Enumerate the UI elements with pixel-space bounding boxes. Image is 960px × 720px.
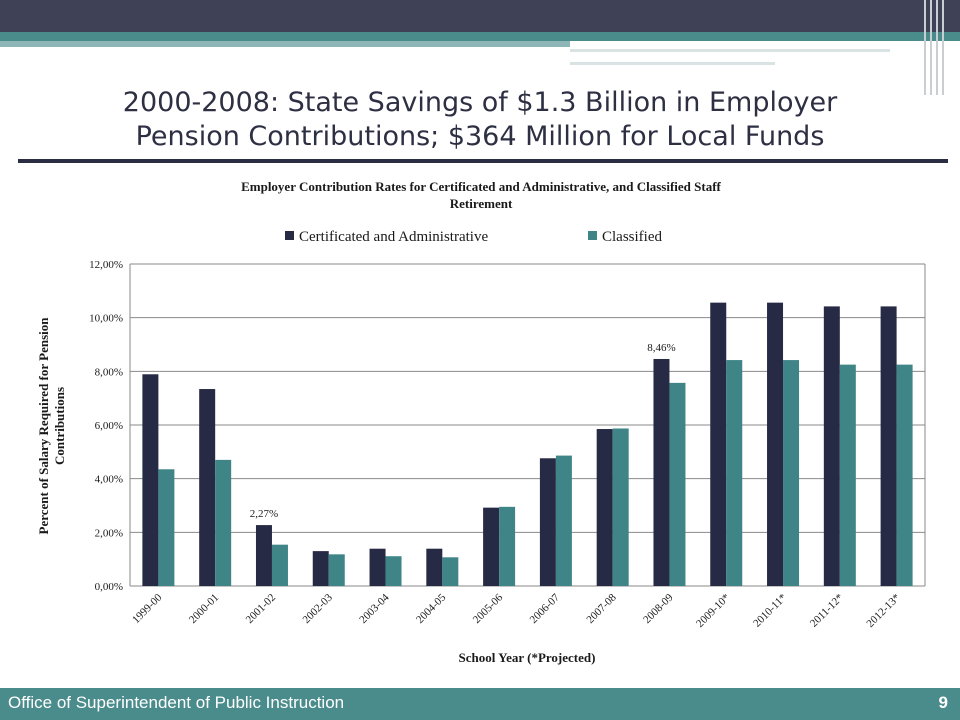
x-tick-label: 2000-01 (187, 592, 221, 626)
data-label: 2,27% (250, 508, 278, 520)
y-axis-ticks: 0,00% 2,00% 4,00% 6,00% 8,00% 10,00% 12,00% (89, 259, 123, 593)
bar-certificated (880, 306, 897, 586)
bar-certificated (823, 306, 840, 586)
bar-certificated (199, 389, 216, 586)
bar-certificated (255, 525, 272, 586)
header-accent-stripe (0, 32, 960, 41)
y-axis-label-line-1: Percent of Salary Required for Pension (36, 317, 51, 535)
bar-certificated (767, 302, 784, 586)
corner-decoration (920, 0, 960, 95)
chart-bars (142, 302, 913, 586)
y-tick-label: 4,00% (95, 474, 123, 486)
x-tick-label: 2006-07 (528, 591, 563, 626)
bar-chart: Employer Contribution Rates for Certific… (36, 179, 926, 665)
bar-certificated (142, 374, 159, 586)
x-tick-label: 2004-05 (414, 591, 449, 626)
x-tick-label: 2011-12* (808, 592, 846, 630)
bar-classified (499, 506, 516, 586)
bar-classified (726, 360, 743, 586)
x-tick-label: 2007-08 (584, 591, 619, 626)
bar-classified (215, 459, 232, 586)
x-tick-label: 1999-00 (130, 591, 165, 626)
bar-classified (442, 557, 459, 586)
x-tick-label: 2005-06 (471, 591, 506, 626)
bar-classified (896, 364, 913, 586)
bar-classified (669, 382, 686, 586)
chart-legend: Certificated and Administrative Classifi… (285, 229, 662, 245)
x-tick-label: 2001-02 (244, 592, 278, 626)
x-tick-label: 2009-10* (694, 592, 732, 630)
footer-bar: Office of Superintendent of Public Instr… (0, 688, 960, 720)
legend-swatch-series-1 (285, 231, 294, 240)
chart-title-line-1: Employer Contribution Rates for Certific… (241, 179, 721, 194)
bar-classified (158, 469, 175, 586)
slide-title-line-1: 2000-2008: State Savings of $1.3 Billion… (122, 87, 838, 118)
bar-certificated (710, 302, 727, 586)
y-tick-label: 8,00% (95, 366, 123, 378)
header-thin-line-short (570, 62, 775, 65)
x-tick-label: 2010-11* (751, 592, 789, 630)
chart-gridlines (129, 263, 926, 587)
x-axis-label: School Year (*Projected) (459, 650, 596, 665)
bar-certificated (426, 548, 443, 586)
y-tick-label: 10,00% (89, 313, 123, 325)
bar-classified (839, 364, 856, 586)
y-axis-label-line-2: Contributions (52, 387, 67, 465)
bar-certificated (539, 458, 556, 586)
title-underline (18, 159, 948, 163)
legend-label-series-2: Classified (602, 229, 662, 245)
footer-organization: Office of Superintendent of Public Instr… (8, 693, 345, 712)
page-number: 9 (938, 693, 948, 712)
y-tick-label: 0,00% (95, 581, 123, 593)
bar-classified (783, 360, 800, 586)
header-thin-line (570, 49, 890, 52)
x-tick-label: 2008-09 (641, 591, 676, 626)
x-axis-ticks: 1999-00 2000-01 2001-02 2002-03 2003-04 2004-… (130, 591, 903, 630)
y-tick-label: 2,00% (95, 527, 123, 539)
y-tick-label: 6,00% (95, 420, 123, 432)
slide-title: 2000-2008: State Savings of $1.3 Billion… (60, 86, 900, 154)
bar-classified (555, 455, 572, 586)
header-bar (0, 0, 960, 32)
bar-classified (328, 554, 345, 586)
slide-title-line-2: Pension Contributions; $364 Million for … (135, 121, 825, 152)
bar-certificated (483, 507, 500, 586)
bar-classified (271, 544, 288, 586)
x-tick-label: 2012-13* (864, 592, 902, 630)
data-labels: 2,27% 8,46% (250, 342, 676, 520)
bar-classified (612, 428, 629, 586)
data-label: 8,46% (647, 342, 675, 354)
x-tick-label: 2002-03 (300, 591, 335, 626)
bar-certificated (369, 548, 386, 586)
legend-label-series-1: Certificated and Administrative (299, 229, 488, 245)
bar-certificated (312, 551, 329, 586)
bar-classified (385, 556, 402, 586)
header-light-stripe (0, 41, 570, 47)
legend-swatch-series-2 (588, 231, 597, 240)
x-tick-label: 2003-04 (357, 591, 392, 626)
chart-title-line-2: Retirement (450, 196, 513, 211)
bar-certificated (596, 429, 613, 586)
y-tick-label: 12,00% (89, 259, 123, 271)
bar-certificated (653, 358, 670, 586)
